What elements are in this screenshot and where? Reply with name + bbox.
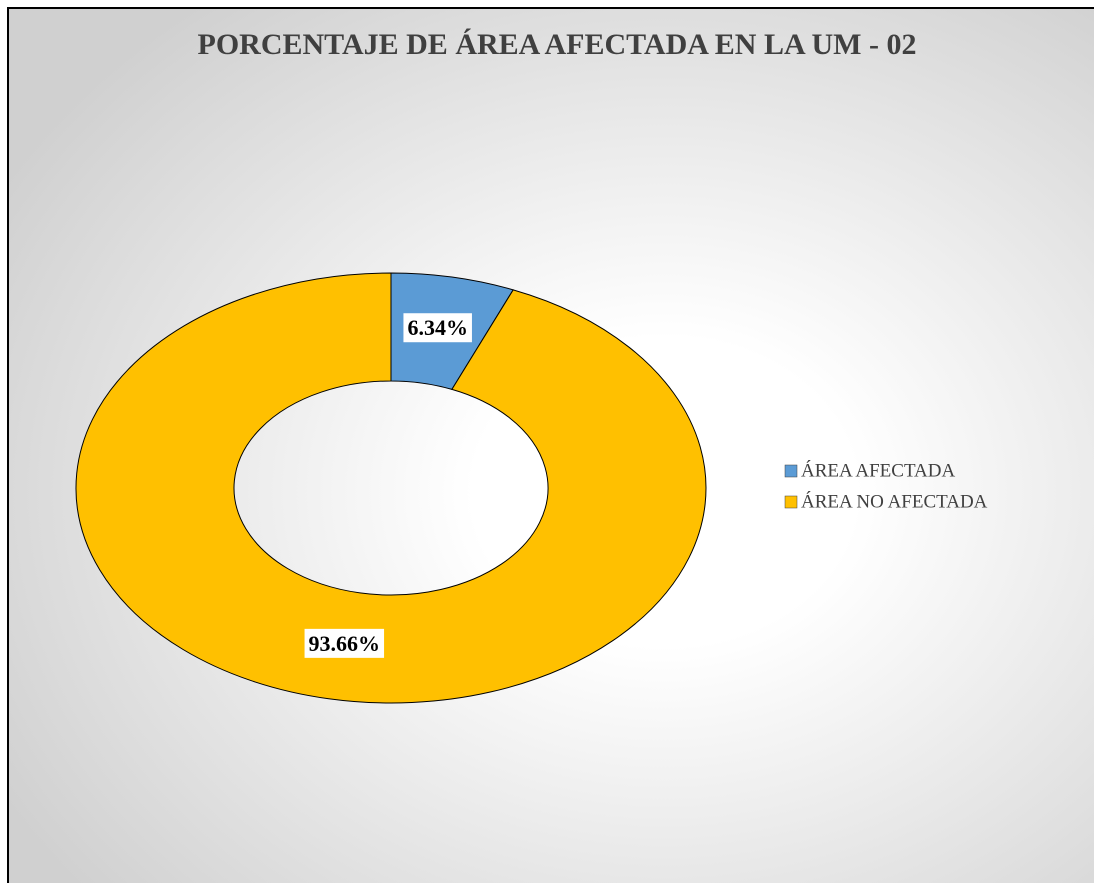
data-label-box <box>403 313 472 343</box>
data-label-box <box>304 628 385 658</box>
chart-title: PORCENTAJE DE ÁREA AFECTADA EN LA UM - 0… <box>197 28 917 61</box>
legend-label: ÁREA NO AFECTADA <box>801 490 988 512</box>
legend-swatch <box>784 464 798 478</box>
data-label: 93.66% <box>309 631 381 656</box>
legend-label: ÁREA AFECTADA <box>801 459 955 481</box>
data-label: 6.34% <box>407 315 468 340</box>
legend-swatch <box>784 495 798 509</box>
donut-slice <box>75 272 707 704</box>
